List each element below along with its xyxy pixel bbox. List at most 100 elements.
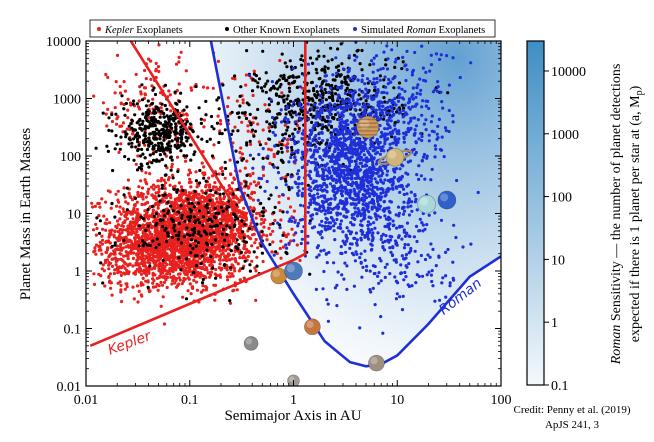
kepler-point (165, 245, 169, 249)
kepler-point (176, 241, 180, 245)
other-point (270, 125, 274, 129)
other-point (284, 250, 288, 254)
other-point (122, 107, 126, 111)
kepler-point (244, 213, 248, 218)
roman-point (360, 275, 364, 279)
kepler-point (231, 264, 235, 268)
other-point (288, 59, 292, 63)
other-point (231, 129, 235, 133)
kepler-point (145, 210, 149, 214)
kepler-point (131, 217, 135, 221)
kepler-point (251, 198, 256, 202)
other-point (333, 78, 337, 82)
kepler-point (183, 269, 187, 273)
other-point (196, 218, 200, 222)
other-point (173, 90, 177, 94)
kepler-point (139, 281, 143, 285)
kepler-point (134, 261, 138, 265)
other-point (153, 123, 157, 127)
kepler-point (200, 161, 204, 165)
kepler-point (131, 264, 135, 268)
kepler-point (185, 113, 189, 117)
other-point (248, 263, 252, 267)
kepler-point (143, 202, 147, 206)
roman-point (284, 243, 288, 247)
other-point (205, 248, 209, 252)
other-point (163, 228, 167, 232)
other-point (130, 118, 134, 122)
kepler-point (220, 235, 224, 239)
other-point (123, 113, 127, 117)
roman-point (367, 151, 371, 155)
kepler-point (238, 150, 242, 155)
roman-point (321, 139, 325, 143)
other-point (145, 147, 150, 152)
kepler-point (171, 207, 175, 211)
other-point (279, 158, 283, 162)
kepler-point (148, 256, 152, 260)
kepler-point (229, 242, 234, 246)
roman-point (292, 135, 296, 139)
kepler-point (93, 204, 97, 208)
other-point (281, 210, 285, 214)
kepler-point (202, 200, 206, 204)
kepler-point (272, 155, 276, 159)
other-point (224, 166, 228, 171)
kepler-point (240, 215, 244, 219)
kepler-point (101, 227, 105, 231)
roman-point (343, 261, 347, 265)
roman-point (292, 100, 296, 104)
other-point (234, 245, 238, 250)
kepler-point (160, 197, 164, 201)
other-point (397, 81, 402, 85)
kepler-point (101, 263, 105, 267)
roman-point (410, 73, 414, 77)
kepler-point (182, 264, 186, 268)
other-point (179, 241, 183, 245)
kepler-point (148, 221, 152, 225)
kepler-point (183, 277, 187, 281)
other-point (200, 281, 205, 285)
kepler-point (126, 254, 130, 258)
kepler-point (106, 246, 110, 250)
kepler-point (244, 73, 248, 77)
kepler-point (144, 254, 148, 258)
kepler-point (136, 300, 140, 304)
roman-point (417, 177, 421, 181)
kepler-point (261, 174, 266, 178)
roman-point (270, 80, 274, 84)
kepler-point (189, 191, 193, 195)
other-point (133, 113, 137, 117)
kepler-point (251, 93, 255, 98)
kepler-point (170, 165, 174, 169)
roman-point (339, 184, 343, 188)
roman-point (340, 117, 344, 121)
other-point (221, 172, 225, 176)
kepler-point (154, 191, 158, 195)
kepler-point (262, 220, 266, 225)
kepler-point (114, 80, 118, 84)
other-point (179, 113, 183, 117)
kepler-point (137, 289, 141, 293)
kepler-point (230, 187, 234, 191)
roman-point (269, 98, 273, 102)
kepler-point (211, 208, 215, 212)
other-point (219, 205, 224, 209)
kepler-point (92, 272, 96, 276)
kepler-point (198, 251, 203, 255)
kepler-point (143, 178, 147, 182)
kepler-point (177, 55, 181, 60)
kepler-point (153, 266, 157, 270)
kepler-point (167, 89, 171, 93)
kepler-point (284, 235, 288, 239)
other-point (316, 49, 320, 53)
kepler-point (160, 254, 164, 258)
kepler-point (180, 282, 184, 286)
other-point (252, 134, 256, 138)
roman-point (274, 186, 278, 190)
other-point (276, 87, 280, 91)
kepler-point (150, 185, 154, 189)
kepler-point (184, 159, 188, 163)
kepler-point (107, 267, 111, 271)
kepler-point (115, 122, 119, 126)
